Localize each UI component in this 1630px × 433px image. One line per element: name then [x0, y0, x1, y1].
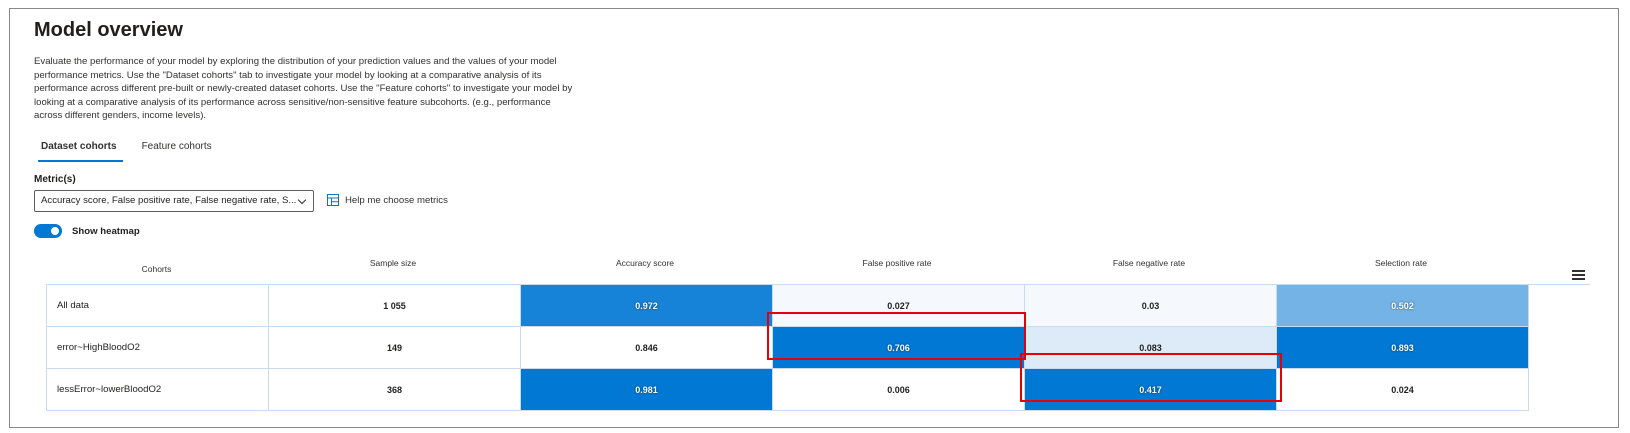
sample-size-cell: 149: [269, 327, 521, 369]
help-choose-metrics-link[interactable]: Help me choose metrics: [327, 194, 448, 206]
cohort-name: lessError~lowerBloodO2: [47, 369, 269, 411]
selection-rate-cell: 0.024: [1277, 369, 1529, 411]
accuracy-score-cell: 0.846: [521, 327, 773, 369]
help-choose-metrics-label: Help me choose metrics: [345, 194, 448, 206]
header-sample-size: Sample size: [369, 258, 417, 268]
cohort-name: error~HighBloodO2: [47, 327, 269, 369]
tab-feature-cohorts[interactable]: Feature cohorts: [141, 141, 212, 152]
false-negative-rate-cell: 0.083: [1025, 327, 1277, 369]
sample-size-cell: 368: [269, 369, 521, 411]
accuracy-score-cell: 0.981: [521, 369, 773, 411]
header-false-negative-rate: False negative rate: [1112, 258, 1186, 268]
false-positive-rate-cell: 0.706: [773, 327, 1025, 369]
header-selection-rate: Selection rate: [1375, 258, 1427, 268]
metrics-dropdown[interactable]: Accuracy score, False positive rate, Fal…: [34, 190, 314, 212]
panel-frame: [9, 8, 1619, 428]
metrics-label: Metric(s): [34, 174, 76, 185]
false-negative-rate-cell: 0.03: [1025, 285, 1277, 327]
header-accuracy-score: Accuracy score: [615, 258, 675, 268]
show-heatmap-row: Show heatmap: [34, 224, 140, 238]
page-description: Evaluate the performance of your model b…: [34, 56, 573, 122]
selection-rate-cell: 0.893: [1277, 327, 1529, 369]
false-negative-rate-cell: 0.417: [1025, 369, 1277, 411]
table-icon: [327, 194, 339, 206]
chevron-down-icon: [297, 195, 307, 205]
table-row: error~HighBloodO2 149 0.846 0.706 0.083 …: [47, 327, 1590, 369]
page-title: Model overview: [34, 19, 183, 41]
false-positive-rate-cell: 0.027: [773, 285, 1025, 327]
selection-rate-cell: 0.502: [1277, 285, 1529, 327]
cohort-tabs: Dataset cohorts Feature cohorts: [34, 137, 230, 163]
show-heatmap-toggle[interactable]: [34, 224, 62, 238]
cohort-name: All data: [47, 285, 269, 327]
table-row: lessError~lowerBloodO2 368 0.981 0.006 0…: [47, 369, 1590, 411]
header-false-positive-rate: False positive rate: [862, 258, 932, 268]
sample-size-cell: 1 055: [269, 285, 521, 327]
menu-icon[interactable]: [1572, 270, 1585, 282]
show-heatmap-label: Show heatmap: [72, 225, 140, 237]
metrics-dropdown-value: Accuracy score, False positive rate, Fal…: [41, 195, 297, 206]
accuracy-score-cell: 0.972: [521, 285, 773, 327]
tab-dataset-cohorts[interactable]: Dataset cohorts: [34, 137, 123, 162]
false-positive-rate-cell: 0.006: [773, 369, 1025, 411]
header-cohorts: Cohorts: [141, 264, 172, 274]
table-row: All data 1 055 0.972 0.027 0.03 0.502: [47, 285, 1590, 327]
cohort-metrics-table: All data 1 055 0.972 0.027 0.03 0.502 er…: [46, 284, 1590, 411]
